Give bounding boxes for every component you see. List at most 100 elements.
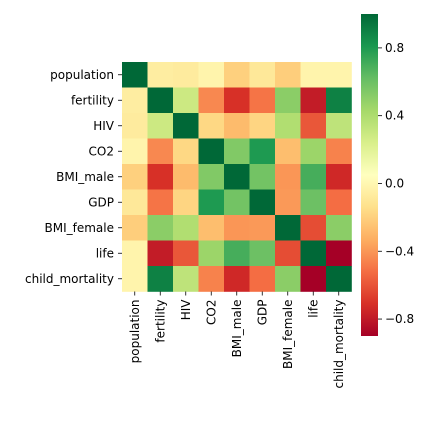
heatmap-cell-population-HIV [173,62,199,88]
y-label-HIV: HIV [93,119,115,133]
heatmap-cell-life-child_mortality [326,240,352,267]
heatmap-cell-life-BMI_female [275,240,301,267]
heatmap-cell-HIV-HIV [173,113,199,139]
heatmap-cell-child_mortality-HIV [173,266,199,292]
heatmap-cell-BMI_male-BMI_female [275,164,301,190]
heatmap-cell-CO2-life [300,138,327,165]
heatmap-cell-CO2-BMI_female [275,138,301,165]
heatmap-cell-GDP-fertility [147,189,174,216]
heatmap-cell-life-population [122,240,148,267]
colorbar-tick-label: 0.0 [385,176,404,190]
heatmap-cell-BMI_female-fertility [147,215,174,241]
y-label-life: life [96,246,114,260]
colorbar-tick-label: 0.4 [385,109,404,123]
heatmap-cell-life-life [300,240,327,267]
y-label-BMI_female: BMI_female [45,221,115,235]
heatmap-cell-fertility-CO2 [198,87,225,114]
heatmap-cell-population-CO2 [198,62,225,88]
heatmap-cell-population-life [300,62,327,88]
heatmap-cell-life-BMI_male [224,240,250,267]
y-label-CO2: CO2 [89,144,114,158]
heatmap-cell-population-GDP [249,62,276,88]
heatmap-cell-CO2-fertility [147,138,174,165]
heatmap-cell-population-BMI_female [275,62,301,88]
heatmap-cell-HIV-fertility [147,113,174,139]
heatmap-cell-BMI_male-child_mortality [326,164,352,190]
heatmap-cell-HIV-population [122,113,148,139]
heatmap-cell-BMI_male-GDP [249,164,276,190]
x-label-GDP: GDP [255,300,269,326]
heatmap-cell-HIV-GDP [249,113,276,139]
heatmap-cell-HIV-child_mortality [326,113,352,139]
heatmap-cell-GDP-child_mortality [326,189,352,216]
heatmap-cell-HIV-BMI_female [275,113,301,139]
x-label-BMI_male: BMI_male [230,300,244,358]
heatmap-cell-population-BMI_male [224,62,250,88]
y-label-child_mortality: child_mortality [25,272,114,286]
colorbar: 0.8 0.4 0.0 −0.4 −0.8 [361,14,414,336]
heatmap-cell-child_mortality-GDP [249,266,276,292]
heatmap-cell-GDP-GDP [249,189,276,216]
heatmap-cell-BMI_female-HIV [173,215,199,241]
heatmap-cell-BMI_female-child_mortality [326,215,352,241]
heatmap-cell-population-child_mortality [326,62,352,88]
heatmap-cell-BMI_male-fertility [147,164,174,190]
heatmap-cell-BMI_male-HIV [173,164,199,190]
y-tick-labels: population fertility HIV CO2 BMI_male GDP BMI_… [25,68,122,286]
heatmap-cell-fertility-BMI_female [275,87,301,114]
heatmap-cell-HIV-CO2 [198,113,225,139]
heatmap-cell-CO2-CO2 [198,138,225,165]
heatmap-cell-fertility-population [122,87,148,114]
heatmap-cell-child_mortality-BMI_male [224,266,250,292]
x-label-HIV: HIV [179,299,193,321]
heatmap-cell-CO2-BMI_male [224,138,250,165]
heatmap-cell-life-HIV [173,240,199,267]
y-label-BMI_male: BMI_male [56,170,114,184]
heatmap-cell-BMI_female-CO2 [198,215,225,241]
heatmap-cell-GDP-population [122,189,148,216]
heatmap-cell-CO2-population [122,138,148,165]
x-label-CO2: CO2 [204,300,218,325]
heatmap-cell-life-GDP [249,240,276,267]
heatmap-cell-child_mortality-population [122,266,148,292]
heatmap-cell-population-population [122,62,148,88]
x-label-BMI_female: BMI_female [281,300,295,370]
heatmap-cell-CO2-GDP [249,138,276,165]
colorbar-tick-label: 0.8 [385,41,404,55]
heatmap-cell-child_mortality-BMI_female [275,266,301,292]
heatmap-cell-child_mortality-fertility [147,266,174,292]
heatmap-cell-GDP-CO2 [198,189,225,216]
x-label-population: population [128,300,142,364]
heatmap-cell-fertility-BMI_male [224,87,250,114]
heatmap-cell-CO2-child_mortality [326,138,352,165]
y-label-GDP: GDP [88,195,114,209]
heatmap-cell-child_mortality-child_mortality [326,266,352,292]
heatmap-cell-CO2-HIV [173,138,199,165]
colorbar-tick-label: −0.8 [385,312,414,326]
colorbar-gradient [361,14,378,336]
heatmap-cell-fertility-life [300,87,327,114]
x-label-child_mortality: child_mortality [332,300,346,389]
heatmap-cell-BMI_female-GDP [249,215,276,241]
heatmap-cell-fertility-HIV [173,87,199,114]
heatmap-cells [122,62,352,292]
heatmap-cell-life-fertility [147,240,174,267]
heatmap-cell-BMI_male-life [300,164,327,190]
heatmap-cell-HIV-BMI_male [224,113,250,139]
y-label-fertility: fertility [71,93,114,107]
heatmap-cell-BMI_female-BMI_male [224,215,250,241]
colorbar-ticks: 0.8 0.4 0.0 −0.4 −0.8 [378,41,414,326]
heatmap-cell-child_mortality-life [300,266,327,292]
heatmap-cell-GDP-BMI_male [224,189,250,216]
x-label-fertility: fertility [153,300,167,343]
x-tick-labels: population fertility HIV CO2 BMI_male GDP BMI_… [128,291,346,389]
heatmap-cell-BMI_female-BMI_female [275,215,301,241]
heatmap-cell-BMI_female-population [122,215,148,241]
y-label-population: population [50,68,114,82]
heatmap-cell-BMI_female-life [300,215,327,241]
heatmap-cell-fertility-GDP [249,87,276,114]
colorbar-tick-label: −0.4 [385,244,414,258]
heatmap-cell-BMI_male-population [122,164,148,190]
heatmap-cell-GDP-life [300,189,327,216]
